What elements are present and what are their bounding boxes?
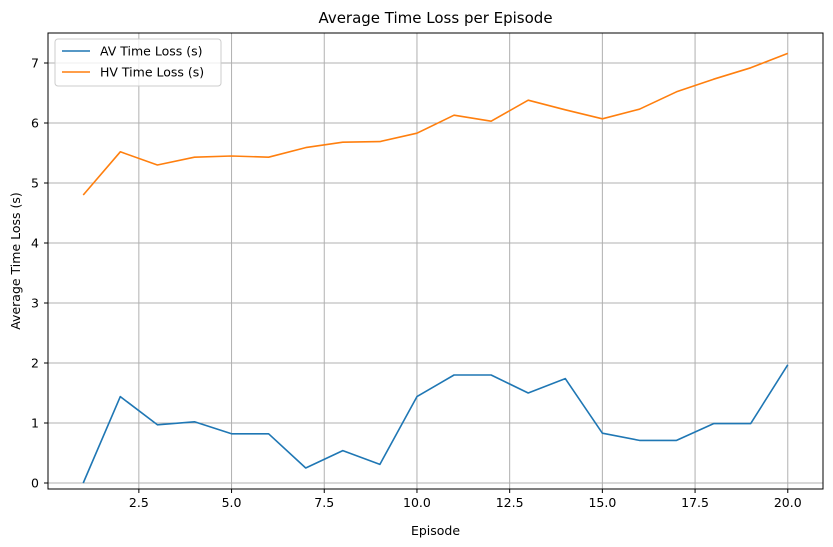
x-tick-label: 15.0 (588, 495, 616, 510)
y-tick-label: 4 (31, 236, 39, 251)
legend-label: AV Time Loss (s) (100, 44, 203, 59)
series-line-hv (82, 52, 789, 196)
legend: AV Time Loss (s) HV Time Loss (s) (54, 38, 222, 87)
grid (48, 33, 823, 489)
y-axis-label: Average Time Loss (s) (8, 192, 23, 330)
y-tick-label: 3 (31, 296, 39, 311)
y-tick-label: 1 (31, 416, 39, 431)
ticks: 2.5 5.0 7.5 10.0 12.5 15.0 17.5 20.0 0 1 2 3 4 5 6 7 (31, 56, 802, 511)
x-tick-label: 17.5 (681, 495, 709, 510)
x-tick-label: 12.5 (496, 495, 524, 510)
y-tick-label: 0 (31, 476, 39, 491)
x-tick-label: 7.5 (314, 495, 334, 510)
plot-frame (47, 32, 824, 490)
legend-label: HV Time Loss (s) (100, 65, 204, 80)
x-tick-label: 2.5 (129, 495, 149, 510)
series-layer (82, 52, 789, 484)
x-tick-label: 10.0 (403, 495, 431, 510)
x-tick-label: 20.0 (774, 495, 802, 510)
y-tick-label: 6 (31, 116, 39, 131)
x-axis-label: Episode (411, 523, 460, 538)
legend-box (54, 38, 222, 87)
chart-title: Average Time Loss per Episode (318, 9, 552, 27)
x-tick-label: 5.0 (222, 495, 242, 510)
y-tick-label: 5 (31, 176, 39, 191)
series-line-av (82, 364, 789, 484)
y-tick-label: 7 (31, 56, 39, 71)
y-tick-label: 2 (31, 356, 39, 371)
